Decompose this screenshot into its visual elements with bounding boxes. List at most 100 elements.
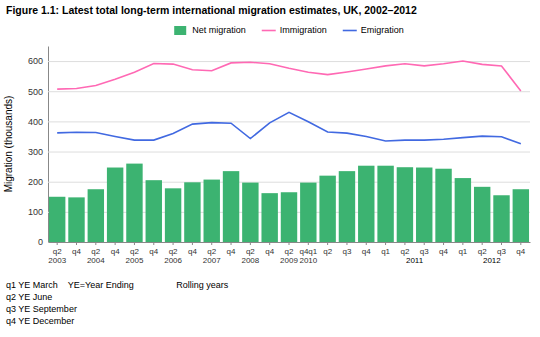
bar <box>126 164 142 242</box>
bar <box>68 197 84 242</box>
chart: Figure 1.1: Latest total long-term inter… <box>0 0 540 337</box>
x-tick-label-line: q2 <box>53 247 62 256</box>
x-tick-mark <box>424 242 425 245</box>
bar <box>416 168 432 242</box>
x-tick-label: q4 <box>149 247 158 256</box>
x-tick-mark <box>346 242 347 245</box>
bar-series <box>49 164 529 242</box>
y-tick-label: 400 <box>28 117 43 127</box>
x-tick-label-line: q3 <box>497 247 506 256</box>
x-tick-mark <box>443 242 444 245</box>
footnote: q1 YE March YE=Year Ending Rolling years <box>6 280 229 290</box>
y-tick-label: 200 <box>28 177 43 187</box>
x-tick-label-line: q2 <box>130 247 139 256</box>
x-tick-label-line: q3 <box>343 247 352 256</box>
x-tick: q22003 <box>48 242 66 265</box>
x-tick: q4 <box>111 242 120 256</box>
x-tick-mark <box>327 242 328 245</box>
bar <box>300 183 316 242</box>
x-tick-label-line: q4 <box>227 247 236 256</box>
x-tick: q22006 <box>164 242 182 265</box>
legend: Net migration Immigration Emigration <box>174 25 404 35</box>
x-tick-mark <box>250 242 251 245</box>
y-tick: 500 <box>28 87 530 97</box>
x-tick: q4 <box>149 242 158 256</box>
x-tick: q2 <box>478 242 487 256</box>
y-tick-label: 300 <box>28 147 43 157</box>
legend-label: Net migration <box>192 25 246 35</box>
x-tick-label: q22004 <box>87 247 105 266</box>
x-tick-label-line: q4 <box>439 247 448 256</box>
x-tick-label-line: q3 <box>420 247 429 256</box>
x-tick-label-line: q2 <box>246 247 255 256</box>
x-tick-label-line: q4 <box>188 247 197 256</box>
x-tick-label-line: q4 <box>111 247 120 256</box>
legend-item: Net migration <box>174 25 246 35</box>
y-tick-label: 600 <box>28 56 43 66</box>
x-tick-mark <box>385 242 386 245</box>
x-tick: q22004 <box>87 242 105 265</box>
bar <box>223 171 239 242</box>
x-tick-label-line: 2009 <box>280 256 298 265</box>
x-tick: q2 <box>323 242 332 256</box>
x-tick-label-line: q2 <box>169 247 178 256</box>
grid-line <box>48 152 530 153</box>
x-tick-label-line: q2 <box>400 247 409 256</box>
x-tick-label: q1 <box>458 247 467 256</box>
x-tick-label-line: q2 <box>323 247 332 256</box>
x-tick-label-line: 2003 <box>48 256 66 265</box>
x-tick-label: q22007 <box>203 247 221 266</box>
x-tick-label: q2 <box>478 247 487 256</box>
x-tick-label: q4 <box>362 247 371 256</box>
x-tick-label: q22009 <box>280 247 298 266</box>
x-tick: q4q12010 <box>299 242 317 265</box>
line <box>57 61 521 91</box>
x-tick-label-line: 2008 <box>241 256 259 265</box>
x-tick-label-line: q4 <box>516 247 525 256</box>
x-tick: q4 <box>188 242 197 256</box>
x-tick-label: q2 <box>323 247 332 256</box>
x-tick-label-line: q4 <box>362 247 371 256</box>
legend-label: Emigration <box>361 25 404 35</box>
x-tick-mark <box>115 242 116 245</box>
x-tick-label-line: q1 <box>381 247 390 256</box>
x-tick: q4 <box>516 242 525 256</box>
footnote: q4 YE December <box>6 316 74 326</box>
bar <box>281 192 297 242</box>
legend-item: Immigration <box>262 25 327 35</box>
x-tick: q1 <box>381 242 390 256</box>
bar <box>242 183 258 242</box>
x-tick: q22009 <box>280 242 298 265</box>
x-tick: q22005 <box>126 242 144 265</box>
x-tick: q3 <box>497 242 506 256</box>
x-tick-mark <box>57 242 58 245</box>
bar <box>493 195 509 242</box>
bar <box>49 197 65 242</box>
x-tick: q4 <box>227 242 236 256</box>
x-tick-mark <box>520 242 521 245</box>
x-tick-mark <box>211 242 212 245</box>
x-tick-label-line: q2 <box>207 247 216 256</box>
x-tick-mark <box>308 242 309 245</box>
grid-line <box>48 91 530 92</box>
bar <box>397 167 413 242</box>
bar <box>435 169 451 242</box>
x-tick: q1 <box>458 242 467 256</box>
x-tick-mark <box>501 242 502 245</box>
x-tick-label-line: 2006 <box>164 256 182 265</box>
x-tick-label: q22003 <box>48 247 66 266</box>
line <box>57 112 521 143</box>
x-tick: q4 <box>362 242 371 256</box>
x-tick-label: q4 <box>227 247 236 256</box>
x-tick-label-line: q4 <box>72 247 81 256</box>
bar <box>339 171 355 242</box>
y-tick-label: 0 <box>38 237 43 247</box>
x-tick: q3 <box>343 242 352 256</box>
x-tick-label: q3 <box>420 247 429 256</box>
x-tick-label: q2 <box>400 247 409 256</box>
x-tick-mark <box>462 242 463 245</box>
y-axis-label: Migration (thousands) <box>3 96 14 193</box>
x-tick-mark <box>231 242 232 245</box>
y-axis-line <box>48 47 49 243</box>
x-tick-label: q4 <box>188 247 197 256</box>
